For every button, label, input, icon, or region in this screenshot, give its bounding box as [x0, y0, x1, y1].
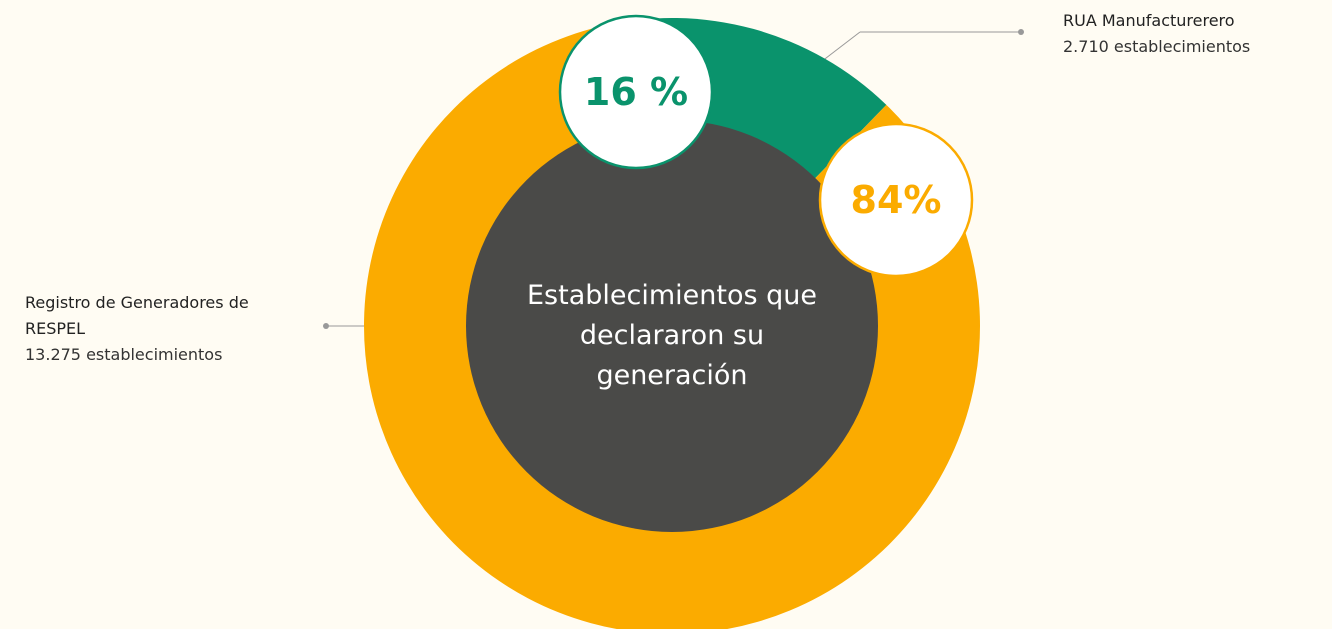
right-label: RUA Manufacturerero 2.710 establecimient…	[1063, 8, 1323, 60]
leader-dot	[1018, 29, 1024, 35]
value-bubble	[558, 14, 714, 170]
count-label: 2.710 establecimientos	[1063, 37, 1251, 56]
category-label: RUA Manufacturerero	[1063, 11, 1235, 30]
count-label: 13.275 establecimientos	[25, 345, 223, 364]
left-label: Registro de Generadores de RESPEL 13.275…	[25, 290, 265, 368]
center-label: Establecimientos que declararon su gener…	[527, 280, 817, 391]
leader-dot	[323, 323, 329, 329]
value-label: 16 %	[584, 70, 688, 114]
value-bubble	[818, 122, 974, 278]
category-label: Registro de Generadores de RESPEL	[25, 293, 249, 338]
donut-center	[466, 120, 878, 532]
value-label: 84%	[851, 178, 942, 222]
